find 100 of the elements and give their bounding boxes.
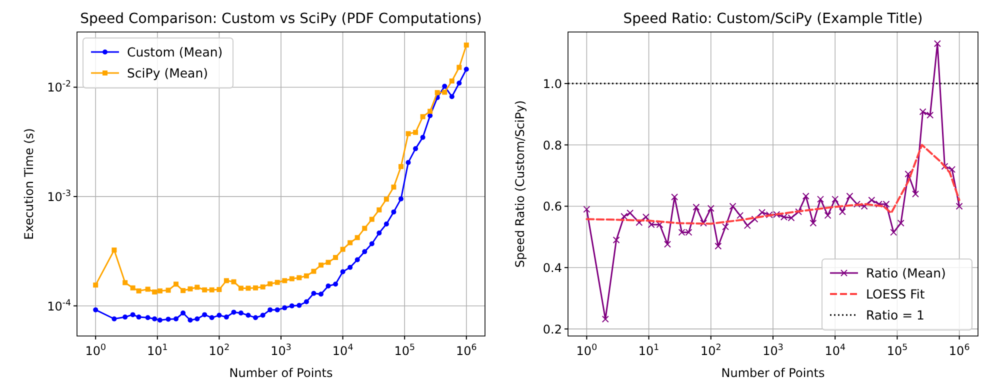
point [145, 286, 150, 292]
point [832, 196, 839, 203]
y-tick-label: 10$^{-4}$ [47, 298, 71, 314]
point [956, 202, 963, 210]
point [897, 220, 904, 227]
point [420, 114, 426, 120]
point [188, 286, 193, 292]
point [311, 290, 316, 296]
point [224, 278, 229, 284]
point [194, 316, 200, 322]
point [464, 66, 469, 72]
x-tick-label: 10$^{1}$ [638, 343, 660, 358]
point [318, 292, 324, 297]
point [456, 64, 462, 70]
point [333, 282, 338, 287]
point [333, 254, 338, 260]
point [340, 269, 346, 274]
point [904, 170, 912, 178]
point [166, 316, 171, 322]
point [398, 164, 404, 170]
point [238, 310, 244, 316]
point [130, 285, 136, 290]
point [926, 112, 934, 119]
chart-title: Speed Comparison: Custom vs SciPy (PDF Computations) [80, 11, 482, 27]
point [384, 196, 389, 202]
point [802, 192, 810, 200]
legend-label: Ratio = 1 [866, 308, 924, 322]
point [434, 90, 440, 96]
point [413, 146, 418, 152]
point [209, 287, 214, 292]
point [216, 312, 222, 318]
point [188, 318, 193, 323]
point [246, 312, 251, 318]
y-tick-label: 0.6 [542, 200, 562, 214]
point [174, 282, 179, 287]
point [919, 108, 926, 116]
x-tick-label: 10$^{4}$ [824, 343, 846, 358]
x-tick-label: 10$^{5}$ [394, 343, 415, 358]
point [810, 220, 817, 227]
point [260, 284, 266, 290]
x-tick-label: 10$^{1}$ [147, 343, 168, 358]
point [282, 278, 288, 284]
point [846, 192, 854, 200]
point [692, 204, 700, 211]
point [289, 276, 294, 282]
y-tick-label: 0.4 [542, 261, 562, 276]
point [246, 286, 251, 291]
point [428, 108, 433, 114]
point [714, 242, 722, 250]
point [130, 312, 136, 318]
point [464, 42, 469, 48]
x-tick-label: 10$^{6}$ [948, 343, 970, 358]
point [296, 302, 302, 308]
point [795, 208, 802, 216]
point [122, 280, 128, 286]
x-tick-label: 10$^{3}$ [270, 343, 292, 358]
point [362, 226, 368, 231]
point [890, 228, 898, 236]
point [868, 196, 876, 204]
x-tick-label: 10$^{0}$ [576, 343, 598, 358]
point [369, 216, 374, 222]
y-axis-title: Speed Ratio (Custom/SciPy) [513, 100, 527, 268]
point [348, 264, 353, 270]
point [152, 289, 158, 294]
point [180, 288, 186, 294]
point [456, 80, 462, 86]
x-tick-label: 10$^{5}$ [886, 343, 908, 358]
x-tick-label: 10$^{2}$ [700, 343, 722, 358]
point [664, 240, 671, 248]
point [268, 307, 273, 312]
point [442, 84, 448, 89]
point [934, 40, 941, 48]
point [838, 208, 846, 216]
point [274, 280, 280, 285]
point [122, 314, 128, 320]
y-axis-title: Execution Time (s) [22, 128, 36, 240]
point [194, 284, 200, 290]
point [824, 212, 832, 219]
point [318, 262, 324, 268]
point [376, 230, 382, 236]
point [157, 288, 162, 294]
point [174, 316, 179, 322]
point [136, 288, 142, 294]
point [157, 318, 162, 323]
point [209, 315, 214, 320]
point [744, 222, 751, 230]
point [369, 241, 374, 246]
point [231, 310, 236, 315]
chart-title: Speed Ratio: Custom/SciPy (Example Title) [623, 11, 923, 27]
point [296, 275, 302, 280]
point [326, 260, 331, 265]
point [326, 283, 331, 288]
point [202, 287, 208, 292]
point [304, 273, 309, 278]
point [362, 249, 368, 254]
point [449, 78, 454, 84]
point [722, 223, 730, 230]
y-tick-label: 0.8 [542, 138, 562, 152]
x-tick-label: 10$^{6}$ [456, 343, 477, 358]
point [253, 315, 258, 320]
